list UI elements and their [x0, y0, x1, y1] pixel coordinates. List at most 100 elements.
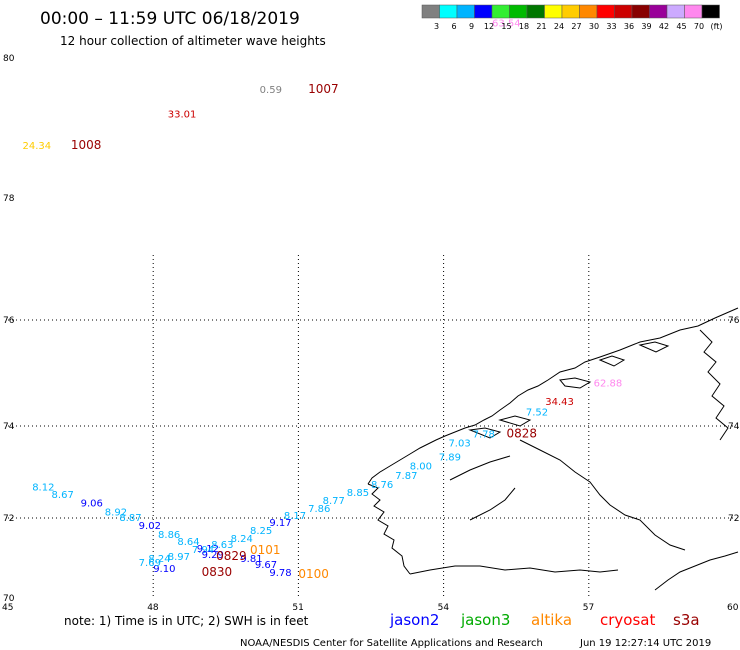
swh-label: 8.17: [284, 511, 306, 522]
legend-label: 24: [554, 22, 564, 31]
legend-label: 42: [659, 22, 669, 31]
legend-swatch: [579, 4, 598, 19]
timestamp: Jun 19 12:27:14 UTC 2019: [579, 638, 711, 649]
swh-label: 7.86: [308, 504, 330, 515]
satellite-key-item: s3a: [673, 611, 700, 629]
swh-label: 9.17: [269, 518, 291, 529]
swh-label: 9.78: [269, 568, 291, 579]
legend-swatch: [544, 4, 563, 19]
legend-label: 3: [434, 22, 439, 31]
satellite-key-item: jason2: [389, 611, 439, 629]
legend-unit: (ft): [711, 22, 723, 31]
swh-label: 62.88: [594, 378, 623, 389]
legend-swatch: [614, 4, 633, 19]
swh-label: 34.43: [545, 397, 574, 408]
legend-swatch: [421, 4, 440, 19]
color-legend: 3 6 9 12 15 18 21 24 27 30 33 36 39 42 45 70 (ft): [421, 4, 723, 31]
swh-label: 8.87: [119, 513, 141, 524]
swh-label: 9.06: [81, 499, 103, 510]
swh-label: 8.76: [371, 480, 393, 491]
swh-label: 7.69: [139, 558, 161, 569]
lon-tick-label: 48: [147, 603, 159, 613]
legend-label: 36: [624, 22, 634, 31]
legend-label: 21: [536, 22, 546, 31]
swh-label: 9.02: [139, 521, 161, 532]
swh-label: 24.34: [23, 141, 52, 152]
legend-swatch: [701, 4, 720, 19]
satellite-key: jason2 jason3 altika cryosat s3a: [389, 611, 700, 629]
swh-label: 8.85: [347, 488, 369, 499]
lat-tick-label: 72: [728, 514, 739, 524]
swh-label: 8.24: [148, 554, 170, 565]
lat-tick-label: 74: [728, 422, 740, 432]
page-subtitle: 12 hour collection of altimeter wave hei…: [60, 34, 326, 48]
swh-label: 12.68: [671, 0, 700, 2]
legend-swatch: [684, 4, 703, 19]
pass-time-label: 1007: [308, 82, 339, 96]
lon-tick-label: 45: [2, 603, 13, 613]
legend-swatch: [509, 4, 528, 19]
pass-time-label: 0829: [216, 549, 247, 563]
wave-height-labels: 8.128.67 9.068.928.879.028.868.649.12 9.10…: [23, 0, 700, 579]
swh-label: 9.10: [153, 564, 175, 575]
legend-label: 70: [694, 22, 704, 31]
pass-time-label: 0100: [298, 567, 329, 581]
legend-label: 18: [519, 22, 529, 31]
swh-label: 9.29: [202, 550, 224, 561]
swh-label: 7.94: [192, 545, 214, 556]
lon-tick-label: 60: [727, 603, 739, 613]
satellite-key-item: altika: [531, 611, 572, 629]
swh-label: 0.59: [260, 85, 282, 96]
pass-time-label: 0101: [250, 543, 281, 557]
swh-label: 8.67: [52, 490, 74, 501]
swh-label: 7.89: [439, 453, 461, 464]
legend-label: 45: [676, 22, 686, 31]
swh-label: 9.81: [240, 554, 262, 565]
lat-tick-label: 76: [728, 316, 740, 326]
swh-label: 8.24: [231, 534, 253, 545]
swh-label: 8.86: [158, 530, 180, 541]
legend-label: 27: [571, 22, 581, 31]
lat-tick-label: 70: [3, 594, 15, 604]
pass-time-label: 1008: [71, 138, 102, 152]
swh-label: 8.97: [168, 552, 190, 563]
page-title: 00:00 – 11:59 UTC 06/18/2019: [40, 9, 300, 29]
legend-label: 15: [501, 22, 511, 31]
lat-tick-label: 72: [3, 514, 14, 524]
lat-tick-label: 74: [3, 422, 15, 432]
legend-label: 39: [641, 22, 651, 31]
swh-label: 33.01: [168, 110, 197, 121]
satellite-key-item: jason3: [460, 611, 510, 629]
swh-label: 7.03: [448, 439, 470, 450]
lat-tick-label: 78: [3, 194, 15, 204]
credit-line: NOAA/NESDIS Center for Satellite Applica…: [240, 638, 543, 649]
swh-label: 9.67: [255, 560, 277, 571]
legend-label: 33: [606, 22, 616, 31]
swh-label: 8.25: [250, 526, 272, 537]
pass-time-label: 0830: [202, 565, 233, 579]
swh-label: 8.92: [105, 508, 127, 519]
lon-tick-label: 54: [438, 603, 450, 613]
footnote: note: 1) Time is in UTC; 2) SWH is in fe…: [64, 614, 309, 628]
legend-swatch: [666, 4, 685, 19]
swh-label: 8.12: [32, 482, 54, 493]
swh-label: 7.78: [473, 430, 495, 441]
swh-label: 8.64: [177, 537, 199, 548]
swh-label: 9.12: [197, 544, 219, 555]
legend-swatch: [631, 4, 650, 19]
legend-swatch: [474, 4, 493, 19]
lon-tick-label: 57: [583, 603, 594, 613]
swh-label: 8.77: [323, 496, 345, 507]
coastline: [367, 307, 739, 591]
legend-swatch: [491, 4, 510, 19]
swh-label: 7.52: [526, 407, 548, 418]
graticule: [8, 255, 734, 598]
lat-tick-label: 80: [3, 54, 15, 64]
pass-time-label: 0828: [507, 427, 538, 441]
lon-tick-label: 51: [292, 603, 303, 613]
legend-swatch: [526, 4, 545, 19]
legend-swatch: [439, 4, 458, 19]
satellite-key-item: cryosat: [600, 611, 655, 629]
